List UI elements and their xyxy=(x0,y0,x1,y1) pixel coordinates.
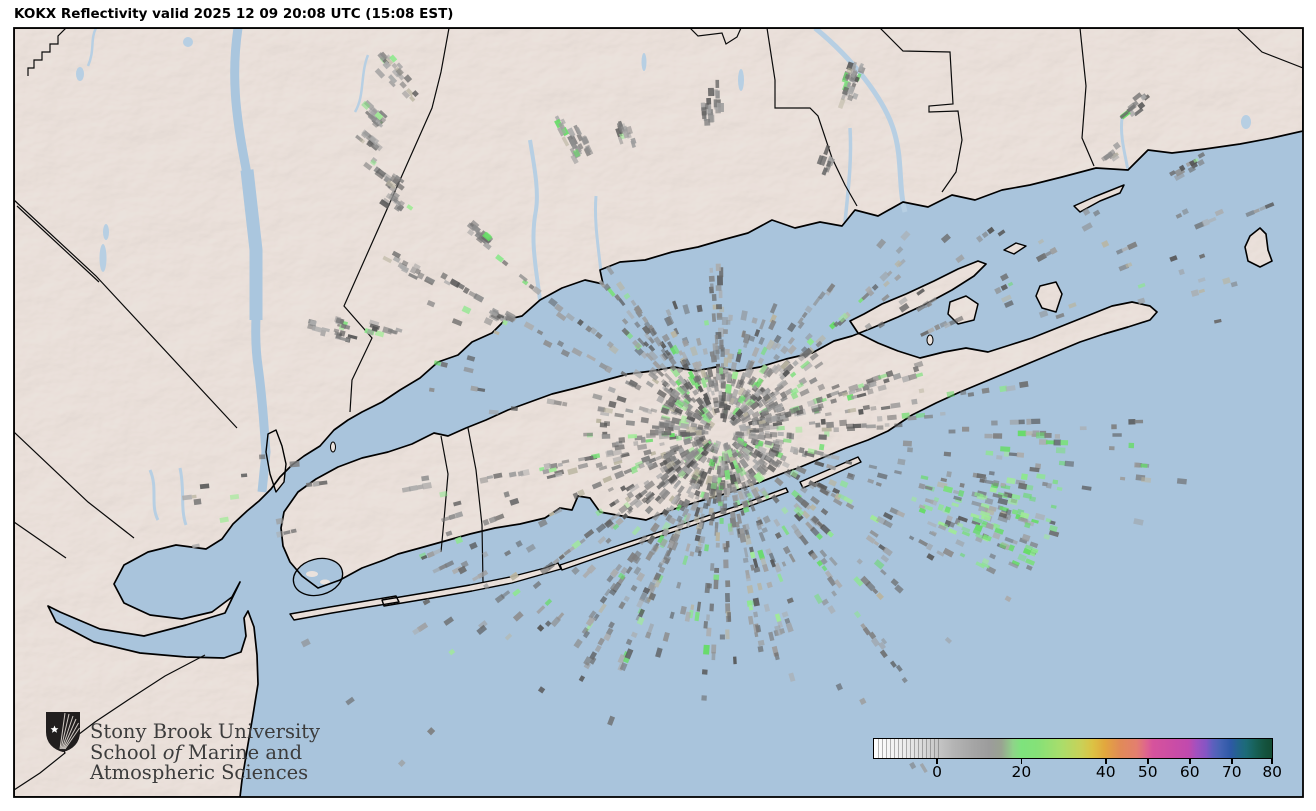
colorbar-tick xyxy=(1147,759,1149,764)
state-border xyxy=(14,199,238,429)
colorbar-hatch-pattern xyxy=(875,739,939,758)
hudson-river-wide xyxy=(240,169,263,320)
star-icon xyxy=(50,725,59,733)
lake xyxy=(99,244,107,272)
bay-islet xyxy=(320,579,330,585)
logo-line2: School of Marine and xyxy=(90,740,303,764)
lake xyxy=(1241,115,1251,129)
reflectivity-colorbar: 0 20 40 50 60 70 80 xyxy=(873,738,1282,784)
lake xyxy=(76,67,84,81)
county-border xyxy=(689,28,742,45)
county-border xyxy=(14,521,67,559)
colorbar-tick-label: 60 xyxy=(1179,763,1200,781)
river xyxy=(593,195,603,273)
water-details-layer xyxy=(76,28,1251,597)
county-border xyxy=(766,28,858,207)
colorbar-tick-label: 80 xyxy=(1262,763,1283,781)
bay-islet xyxy=(306,571,318,577)
map-frame xyxy=(13,27,1304,798)
housatonic-river xyxy=(528,139,542,301)
state-border xyxy=(1079,28,1095,167)
page-title: KOKX Reflectivity valid 2025 12 09 20:08… xyxy=(14,6,454,22)
colorbar-tick xyxy=(936,759,938,764)
connecticut-river xyxy=(813,28,908,213)
colorbar-gradient xyxy=(873,738,1273,759)
sbu-wordmark: Stony Brook University School of Marine … xyxy=(90,720,350,784)
lake xyxy=(641,53,647,71)
lake xyxy=(738,69,744,91)
lake xyxy=(183,37,193,47)
colorbar-tick-label: 40 xyxy=(1095,763,1116,781)
colorbar-tick xyxy=(1189,759,1191,764)
state-border xyxy=(343,28,450,413)
sbu-shield-icon xyxy=(46,712,80,753)
county-border xyxy=(1236,28,1303,69)
colorbar-tick-label: 70 xyxy=(1221,763,1242,781)
islet xyxy=(330,441,336,453)
county-border xyxy=(879,28,963,193)
river xyxy=(353,54,370,113)
colorbar-tick xyxy=(1105,759,1107,764)
river xyxy=(86,28,98,67)
colorbar-tick-label: 0 xyxy=(932,763,942,781)
river xyxy=(1120,117,1130,171)
county-border xyxy=(440,435,449,553)
logo-line1: Stony Brook University xyxy=(90,720,321,743)
colorbar-tick xyxy=(1271,759,1273,764)
jamaica-bay xyxy=(292,557,344,597)
colorbar-tick-label: 50 xyxy=(1137,763,1158,781)
colorbar-tick-label: 20 xyxy=(1011,763,1032,781)
river xyxy=(148,469,160,521)
county-border xyxy=(14,431,135,539)
state-border xyxy=(16,205,100,283)
logo-line3: Atmospheric Sciences xyxy=(90,761,309,784)
islet xyxy=(926,334,934,346)
border-layer xyxy=(14,28,1303,791)
radar-echo-layer xyxy=(182,51,1275,774)
colorbar-tick xyxy=(1020,759,1023,764)
lake xyxy=(103,224,109,240)
thames-river xyxy=(843,127,853,223)
colorbar-tick xyxy=(1231,759,1233,764)
county-border xyxy=(27,28,67,76)
